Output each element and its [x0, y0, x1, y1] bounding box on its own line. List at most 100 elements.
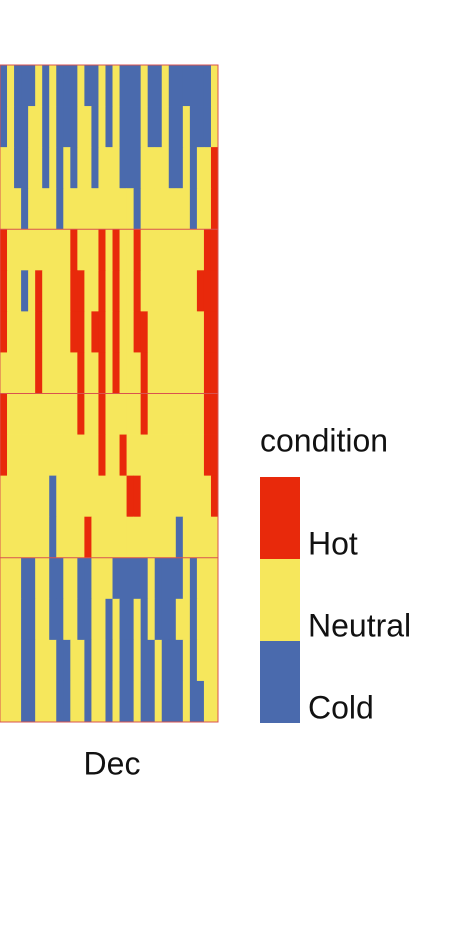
heatmap-cell: [98, 639, 106, 682]
heatmap-cell: [14, 598, 22, 641]
heatmap-cell: [175, 229, 184, 271]
heatmap-cell: [56, 516, 64, 559]
heatmap-cell: [133, 106, 142, 148]
legend-label: Cold: [308, 689, 374, 725]
heatmap-cell: [42, 598, 50, 641]
heatmap-cell: [63, 557, 71, 600]
heatmap-cell: [210, 106, 219, 148]
heatmap-cell: [203, 188, 212, 230]
heatmap-cell: [140, 188, 149, 230]
heatmap-cell: [105, 434, 113, 477]
heatmap-cell: [147, 516, 156, 559]
heatmap-cell: [21, 475, 29, 518]
heatmap-cell: [189, 270, 198, 312]
heatmap-cell: [49, 65, 57, 107]
heatmap-cell: [203, 475, 212, 518]
heatmap-cell: [196, 393, 205, 435]
heatmap-cell: [63, 270, 71, 312]
heatmap-cell: [49, 557, 57, 600]
heatmap-cell: [77, 106, 85, 148]
heatmap-cell: [70, 598, 78, 641]
heatmap-cell: [7, 65, 15, 107]
heatmap-cell: [49, 106, 57, 148]
heatmap-cell: [49, 270, 57, 312]
heatmap-cell: [210, 147, 219, 189]
heatmap-cell: [105, 639, 113, 682]
heatmap-cell: [126, 516, 135, 559]
heatmap-cell: [154, 352, 163, 394]
heatmap-cell: [182, 475, 191, 518]
heatmap-cell: [203, 65, 212, 107]
heatmap-cell: [112, 311, 120, 353]
heatmap-cell: [0, 106, 8, 148]
heatmap-cell: [98, 393, 106, 435]
heatmap-cell: [0, 65, 8, 107]
heatmap-cell: [210, 557, 219, 600]
heatmap-cell: [14, 147, 22, 189]
heatmap-cell: [0, 229, 8, 271]
heatmap-cell: [14, 516, 22, 559]
heatmap-cell: [56, 147, 64, 189]
heatmap-cell: [126, 270, 135, 312]
heatmap-cell: [119, 393, 127, 435]
heatmap-cell: [189, 680, 198, 723]
heatmap-cell: [42, 270, 50, 312]
heatmap-cell: [182, 393, 191, 435]
heatmap-cell: [119, 680, 127, 723]
heatmap-cell: [91, 639, 99, 682]
heatmap-cell: [140, 598, 149, 641]
heatmap-cell: [140, 229, 149, 271]
heatmap-cell: [56, 65, 64, 107]
heatmap-cell: [210, 229, 219, 271]
heatmap-cell: [21, 270, 29, 312]
heatmap-cell: [35, 680, 43, 723]
heatmap-cell: [112, 65, 120, 107]
heatmap-cell: [203, 516, 212, 559]
heatmap-cell: [91, 229, 99, 271]
heatmap-cell: [154, 598, 163, 641]
heatmap-cell: [168, 475, 177, 518]
heatmap-cell: [175, 352, 184, 394]
heatmap-cell: [112, 147, 120, 189]
heatmap-cell: [133, 311, 142, 353]
heatmap-cell: [91, 516, 99, 559]
heatmap-cell: [210, 270, 219, 312]
heatmap-cell: [42, 475, 50, 518]
heatmap-cell: [56, 639, 64, 682]
heatmap-cell: [42, 311, 50, 353]
heatmap-cell: [28, 393, 36, 435]
heatmap-cell: [140, 311, 149, 353]
heatmap-cell: [21, 352, 29, 394]
heatmap-cell: [133, 65, 142, 107]
heatmap-cell: [154, 188, 163, 230]
heatmap-cell: [56, 106, 64, 148]
heatmap-cell: [14, 475, 22, 518]
heatmap-cell: [35, 352, 43, 394]
heatmap-cell: [70, 639, 78, 682]
legend-label: Neutral: [308, 607, 411, 643]
heatmap-cell: [70, 311, 78, 353]
heatmap-cell: [49, 475, 57, 518]
heatmap-cell: [14, 229, 22, 271]
heatmap-cell: [7, 147, 15, 189]
heatmap-cell: [168, 516, 177, 559]
heatmap-cell: [196, 188, 205, 230]
heatmap-cell: [189, 393, 198, 435]
heatmap-cell: [84, 229, 92, 271]
heatmap-cell: [91, 393, 99, 435]
heatmap-cell: [140, 147, 149, 189]
heatmap-cell: [182, 188, 191, 230]
heatmap-cell: [182, 352, 191, 394]
heatmap-cell: [140, 65, 149, 107]
heatmap-cell: [28, 65, 36, 107]
heatmap-cell: [126, 106, 135, 148]
heatmap-cell: [210, 434, 219, 477]
heatmap-cell: [126, 639, 135, 682]
heatmap-cell: [56, 680, 64, 723]
heatmap-cell: [154, 65, 163, 107]
heatmap-cell: [28, 434, 36, 477]
heatmap-cell: [77, 65, 85, 107]
heatmap-cell: [210, 598, 219, 641]
heatmap-cell: [14, 311, 22, 353]
heatmap-cell: [133, 475, 142, 518]
